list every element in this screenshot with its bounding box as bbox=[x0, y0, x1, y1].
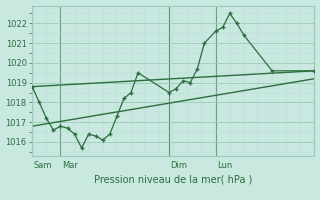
Text: Mar: Mar bbox=[62, 161, 78, 170]
X-axis label: Pression niveau de la mer( hPa ): Pression niveau de la mer( hPa ) bbox=[94, 174, 252, 184]
Text: Lun: Lun bbox=[217, 161, 232, 170]
Text: Dim: Dim bbox=[171, 161, 188, 170]
Text: Sam: Sam bbox=[34, 161, 52, 170]
